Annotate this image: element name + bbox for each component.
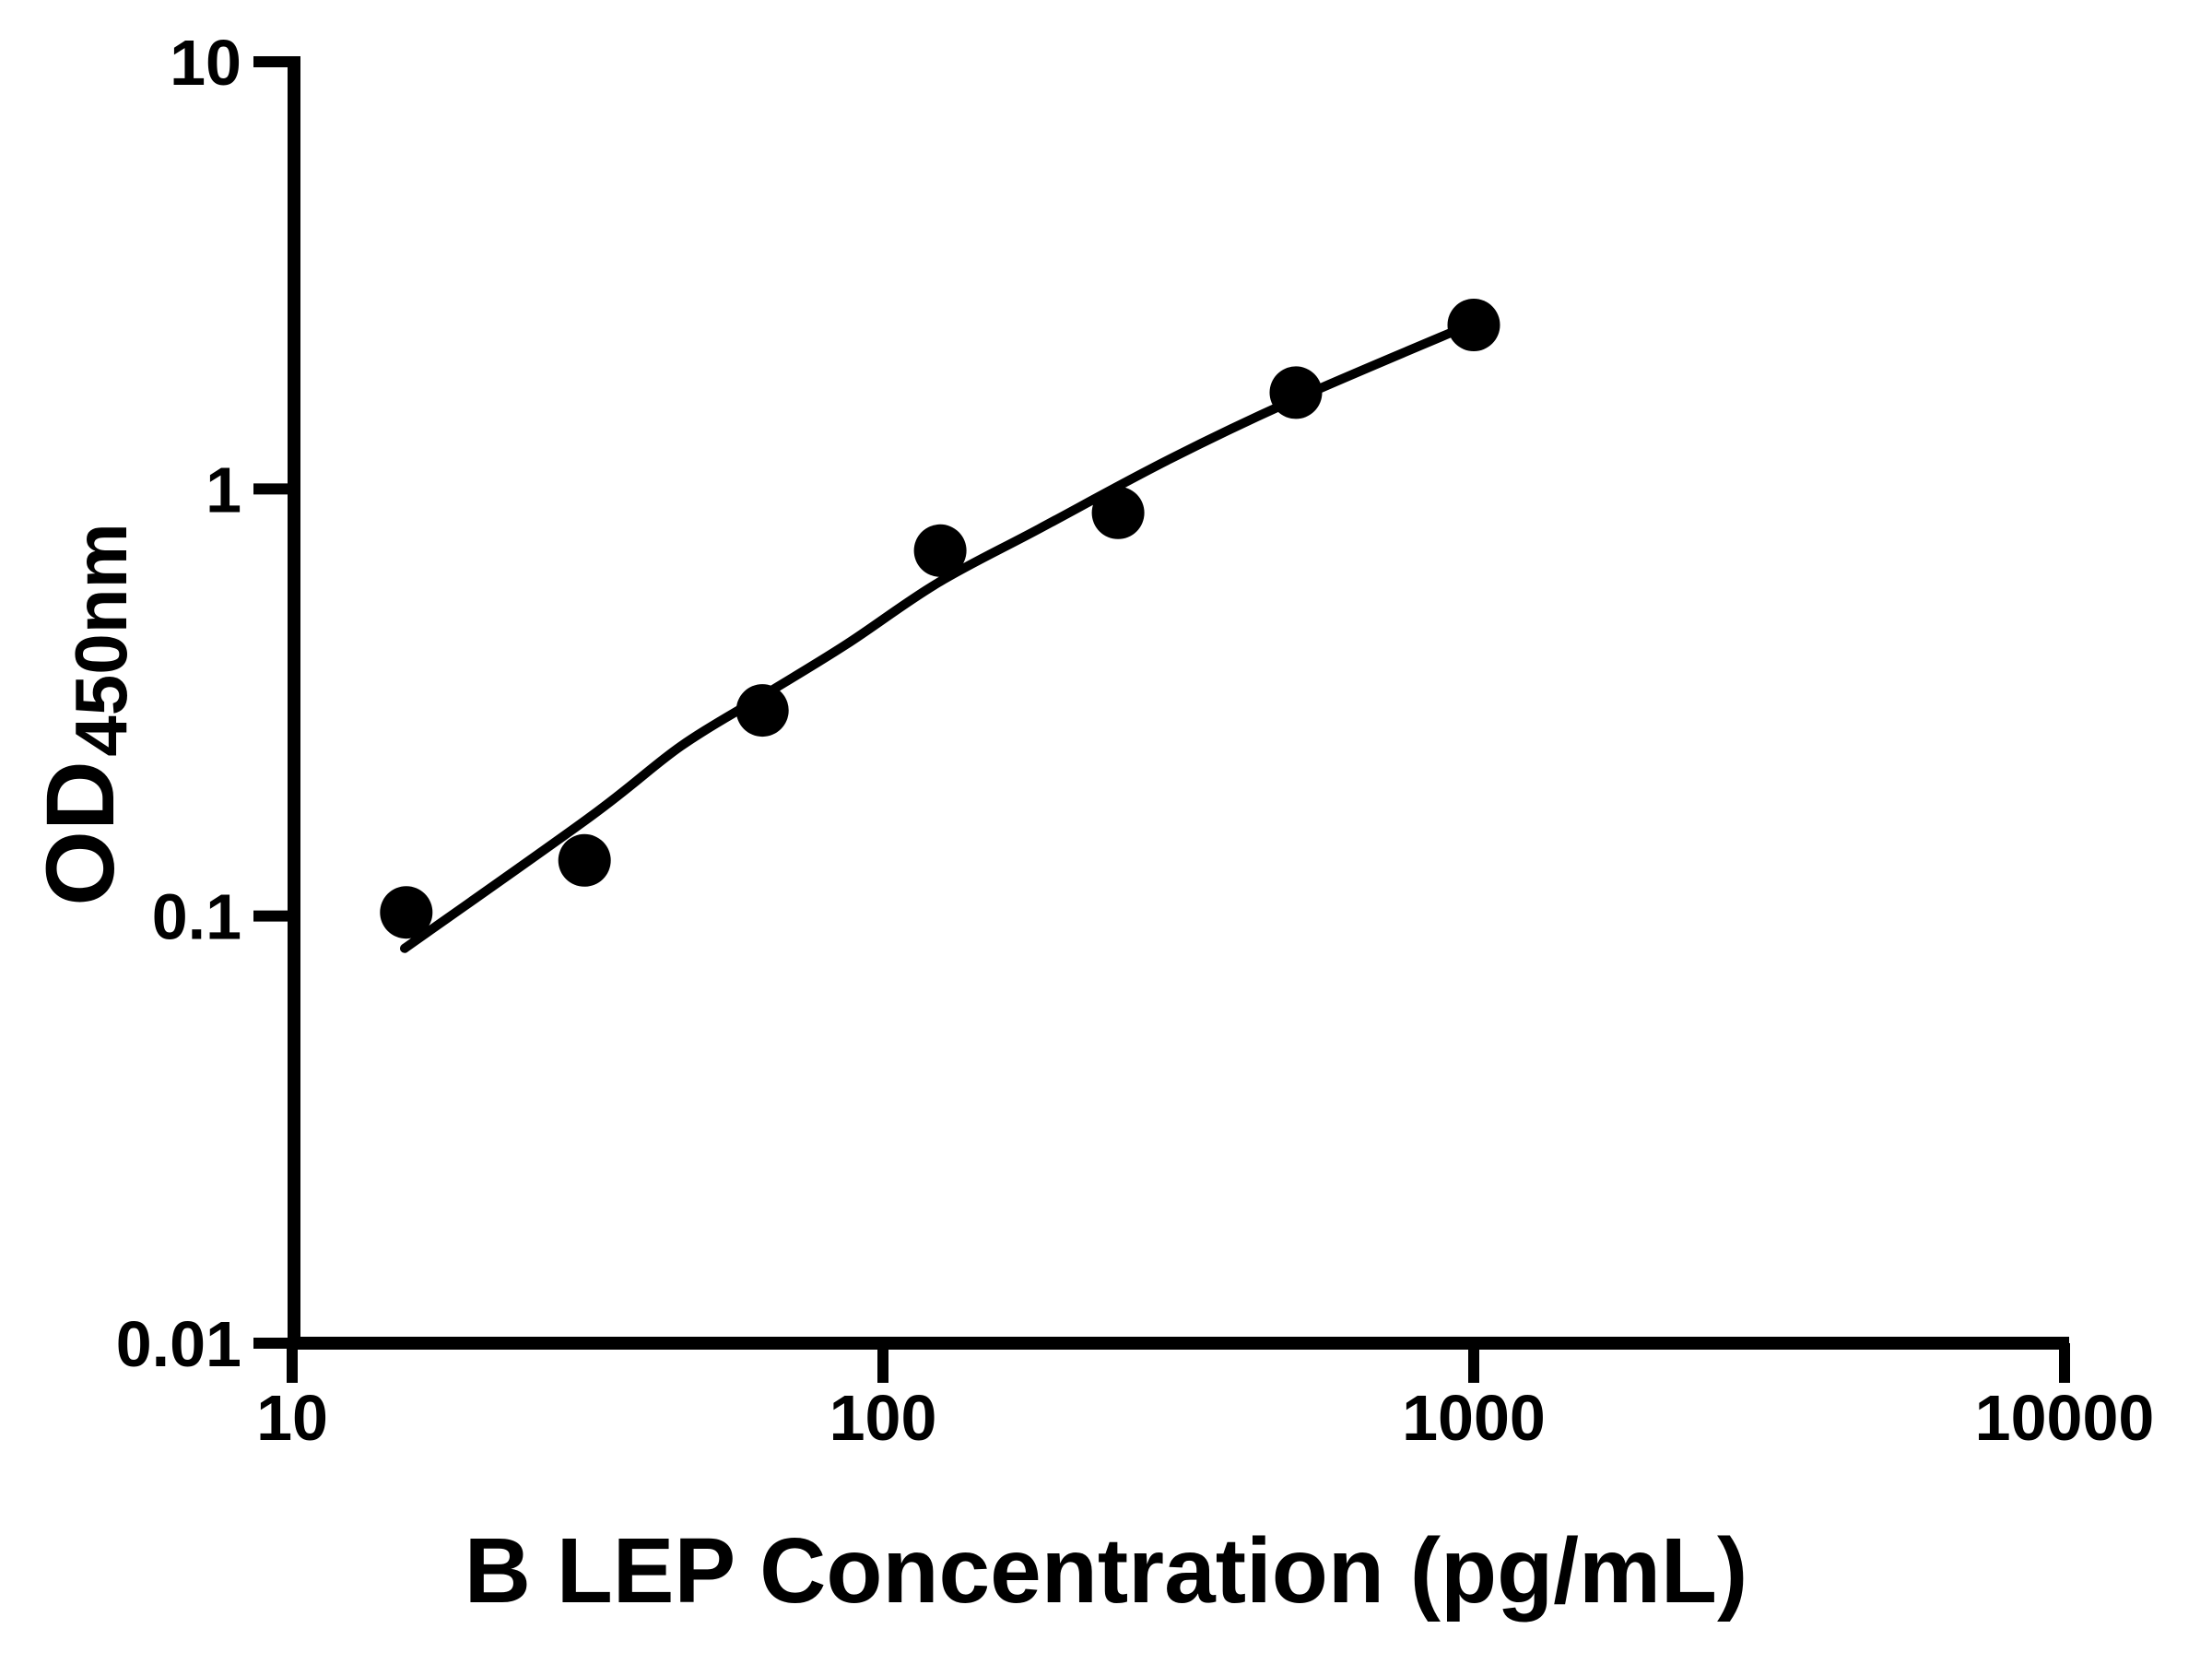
axis-ticks	[253, 56, 2070, 1383]
x-tick-label: 1000	[1402, 1382, 1546, 1454]
data-point	[380, 886, 433, 939]
y-tick-label: 1	[206, 454, 241, 525]
y-tick-label: 0.1	[152, 881, 241, 953]
data-point	[1269, 366, 1323, 419]
fit-curve	[400, 320, 1475, 953]
data-point	[558, 833, 611, 887]
data-point	[1091, 486, 1145, 539]
data-point	[913, 524, 967, 577]
x-tick-label: 100	[830, 1382, 937, 1454]
axes	[288, 56, 2069, 1350]
x-tick-label: 10	[256, 1382, 328, 1454]
x-axis-title: B LEP Concentration (pg/mL)	[465, 1519, 1748, 1623]
data-point	[1447, 299, 1500, 351]
y-axis-title: OD 450nm	[27, 523, 142, 905]
y-tick-label: 0.01	[116, 1308, 241, 1380]
x-tick-label: 10000	[1975, 1382, 2155, 1454]
y-axis-title-subscript: 450nm	[60, 523, 142, 756]
y-axis-title-main: OD	[27, 761, 135, 906]
y-tick-label: 10	[170, 27, 241, 99]
plot-area	[380, 299, 1500, 953]
data-point	[735, 684, 789, 738]
